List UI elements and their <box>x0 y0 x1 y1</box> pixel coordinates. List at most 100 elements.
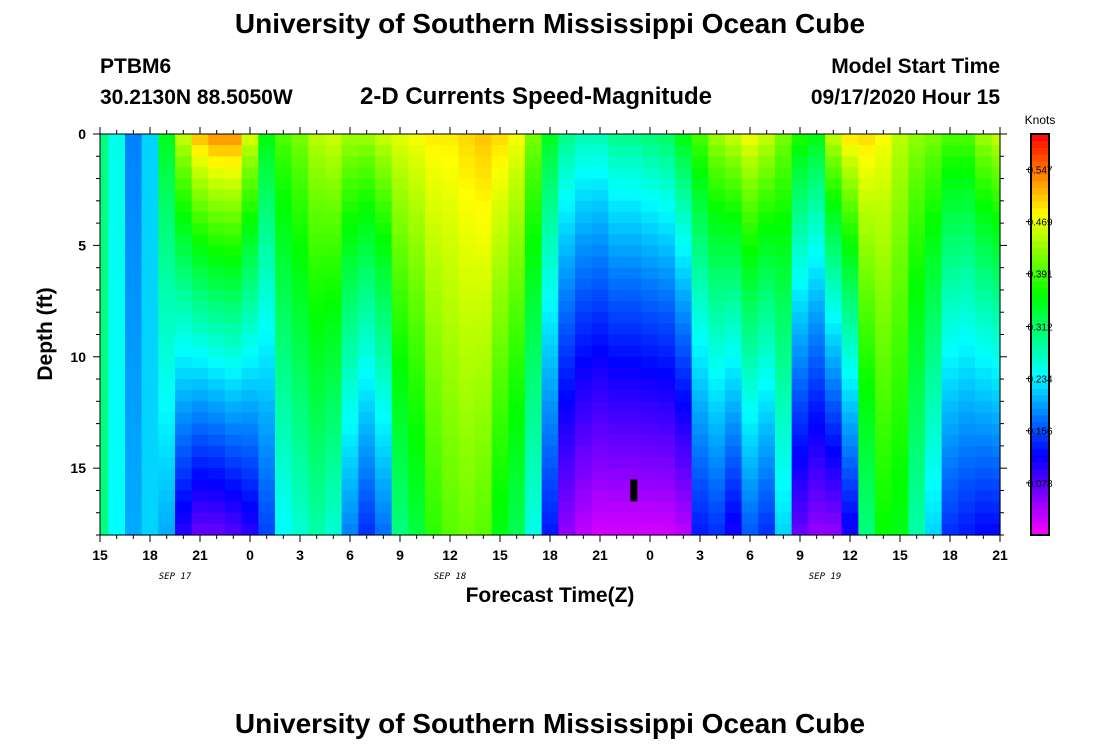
heatmap-cell <box>858 457 876 469</box>
heatmap-cell <box>725 390 743 402</box>
heatmap-cell <box>100 523 109 536</box>
heatmap-cell <box>608 390 626 402</box>
heatmap-cell <box>908 412 926 425</box>
heatmap-cell <box>991 189 1001 202</box>
heatmap-cell <box>375 211 393 224</box>
heatmap-cell <box>541 189 559 202</box>
heatmap-cell <box>291 312 309 324</box>
x-tick-label: 21 <box>592 547 608 563</box>
heatmap-cell <box>425 278 443 291</box>
heatmap-cell <box>258 479 276 492</box>
station-coordinates: 30.2130N 88.5050W <box>100 86 293 109</box>
heatmap-cell <box>558 267 576 280</box>
heatmap-cell <box>225 401 243 414</box>
heatmap-cell <box>775 367 793 380</box>
heatmap-cell <box>641 412 659 425</box>
heatmap-cell <box>975 468 993 480</box>
heatmap-cell <box>225 390 243 402</box>
heatmap-cell <box>225 367 243 380</box>
heatmap-cell <box>308 401 326 414</box>
heatmap-cell <box>725 434 743 447</box>
heatmap-cell <box>841 512 859 525</box>
heatmap-cell <box>108 189 126 202</box>
heatmap-cell <box>100 379 109 391</box>
heatmap-cell <box>825 445 843 458</box>
heatmap-cell <box>691 312 709 324</box>
heatmap-cell <box>491 490 509 503</box>
heatmap-cell <box>358 468 376 480</box>
heatmap-cell <box>625 301 643 313</box>
heatmap-cell <box>941 390 959 402</box>
heatmap-cell <box>808 200 826 213</box>
heatmap-cell <box>408 234 426 246</box>
colorbar-swatch <box>1031 167 1049 175</box>
heatmap-cell <box>808 211 826 224</box>
heatmap-cell <box>141 323 159 336</box>
heatmap-cell <box>825 412 843 425</box>
heatmap-cell <box>775 401 793 414</box>
heatmap-cell <box>741 512 759 525</box>
heatmap-cell <box>575 379 593 391</box>
heatmap-cell <box>458 323 476 336</box>
heatmap-cell <box>858 178 876 191</box>
colorbar-tick-label: 0.391 <box>1027 270 1052 281</box>
heatmap-cell <box>541 200 559 213</box>
heatmap-cell <box>158 256 176 269</box>
heatmap-cell <box>491 145 509 157</box>
heatmap-cell <box>691 301 709 313</box>
heatmap-cell <box>425 490 443 503</box>
heatmap-cell <box>458 167 476 180</box>
heatmap-cell <box>541 457 559 469</box>
heatmap-cell <box>125 223 143 235</box>
heatmap-cell <box>591 256 609 269</box>
heatmap-cell <box>191 434 209 447</box>
heatmap-cell <box>625 457 643 469</box>
heatmap-cell <box>408 412 426 425</box>
heatmap-cell <box>858 189 876 202</box>
heatmap-cell <box>975 156 993 169</box>
heatmap-cell <box>441 412 459 425</box>
heatmap-cell <box>891 267 909 280</box>
heatmap-cell <box>691 178 709 191</box>
heatmap-cell <box>625 167 643 180</box>
heatmap-cell <box>708 178 726 191</box>
heatmap-cell <box>325 267 343 280</box>
heatmap-cell <box>741 234 759 246</box>
heatmap-cell <box>208 390 226 402</box>
heatmap-cell <box>541 390 559 402</box>
heatmap-cell <box>325 523 343 536</box>
heatmap-cell <box>308 367 326 380</box>
heatmap-cell <box>791 167 809 180</box>
heatmap-cell <box>425 301 443 313</box>
colorbar-swatch <box>1031 461 1049 469</box>
heatmap-cell <box>625 367 643 380</box>
heatmap-cell <box>825 156 843 169</box>
heatmap-cell <box>558 390 576 402</box>
heatmap-cell <box>475 178 493 191</box>
heatmap-cells <box>100 134 1001 536</box>
heatmap-cell <box>608 156 626 169</box>
heatmap-cell <box>591 479 609 492</box>
heatmap-cell <box>558 134 576 146</box>
heatmap-cell <box>858 145 876 157</box>
marker-layer <box>630 479 638 502</box>
heatmap-cell <box>258 379 276 391</box>
heatmap-cell <box>841 490 859 503</box>
heatmap-cell <box>558 445 576 458</box>
colorbar-swatch <box>1031 294 1049 302</box>
heatmap-cell <box>458 256 476 269</box>
heatmap-cell <box>175 356 193 369</box>
heatmap-cell <box>491 523 509 536</box>
heatmap-cell <box>458 501 476 514</box>
heatmap-cell <box>791 200 809 213</box>
heatmap-cell <box>291 145 309 157</box>
heatmap-cell <box>891 490 909 503</box>
heatmap-cell <box>441 379 459 391</box>
heatmap-cell <box>808 523 826 536</box>
heatmap-cell <box>741 200 759 213</box>
colorbar-tick-label: 0.078 <box>1027 479 1052 490</box>
heatmap-cell <box>491 468 509 480</box>
heatmap-cell <box>475 468 493 480</box>
heatmap-cell <box>608 178 626 191</box>
heatmap-cell <box>858 267 876 280</box>
